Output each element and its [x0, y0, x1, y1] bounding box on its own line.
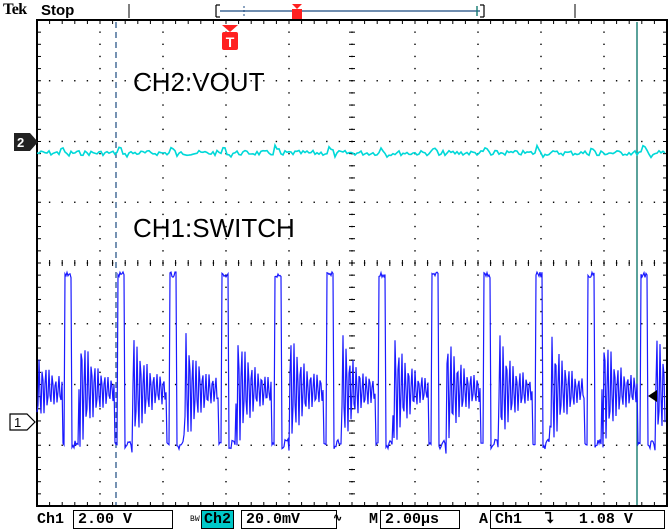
trigger-slope-icon: ⮧	[545, 511, 554, 528]
ch2-scale[interactable]: 20.0mV	[241, 510, 337, 529]
ch2-label[interactable]: Ch2	[201, 510, 235, 529]
ch2-coupling-icon: ∿	[333, 513, 343, 525]
timebase-prefix: M	[369, 511, 379, 528]
trigger-marker-text: T	[226, 34, 235, 50]
ch2-trace	[36, 142, 666, 160]
bandwidth-limit-indicator: BW	[190, 511, 200, 528]
ch1-trace	[36, 270, 666, 454]
ch1-level-marker[interactable]: 1	[9, 413, 36, 431]
bw-mark: B	[190, 515, 195, 524]
trigger-position-marker[interactable]: T	[222, 25, 238, 50]
trigger-settings[interactable]: Ch1 ⮧ 1.08 V	[490, 510, 665, 529]
ch2-annotation: CH2:VOUT	[133, 67, 265, 97]
bw-sub: W	[194, 515, 200, 524]
trigger-level-arrow[interactable]	[648, 390, 657, 402]
trigger-level: 1.08 V	[578, 511, 633, 528]
graticule-grid	[36, 19, 667, 507]
ch1-label[interactable]: Ch1	[37, 511, 65, 528]
trigger-source: Ch1	[495, 511, 523, 528]
timebase-scale[interactable]: 2.00µs	[380, 510, 460, 529]
ch1-marker-text: 1	[14, 415, 21, 430]
ch2-marker-text: 2	[17, 135, 24, 150]
top-ruler	[128, 4, 576, 19]
header-bar: Tek Stop	[0, 0, 671, 22]
ch1-scale[interactable]: 2.00 V	[73, 510, 173, 529]
status-bar: Ch1 2.00 V BW Ch2 20.0mV ∿ M 2.00µs A Ch…	[0, 508, 671, 531]
ch1-annotation: CH1:SWITCH	[133, 213, 295, 243]
trigger-mode: A	[479, 511, 489, 528]
ch2-level-marker[interactable]: 2	[14, 133, 38, 151]
acquisition-state: Stop	[41, 2, 75, 19]
brand-logo: Tek	[3, 1, 27, 18]
